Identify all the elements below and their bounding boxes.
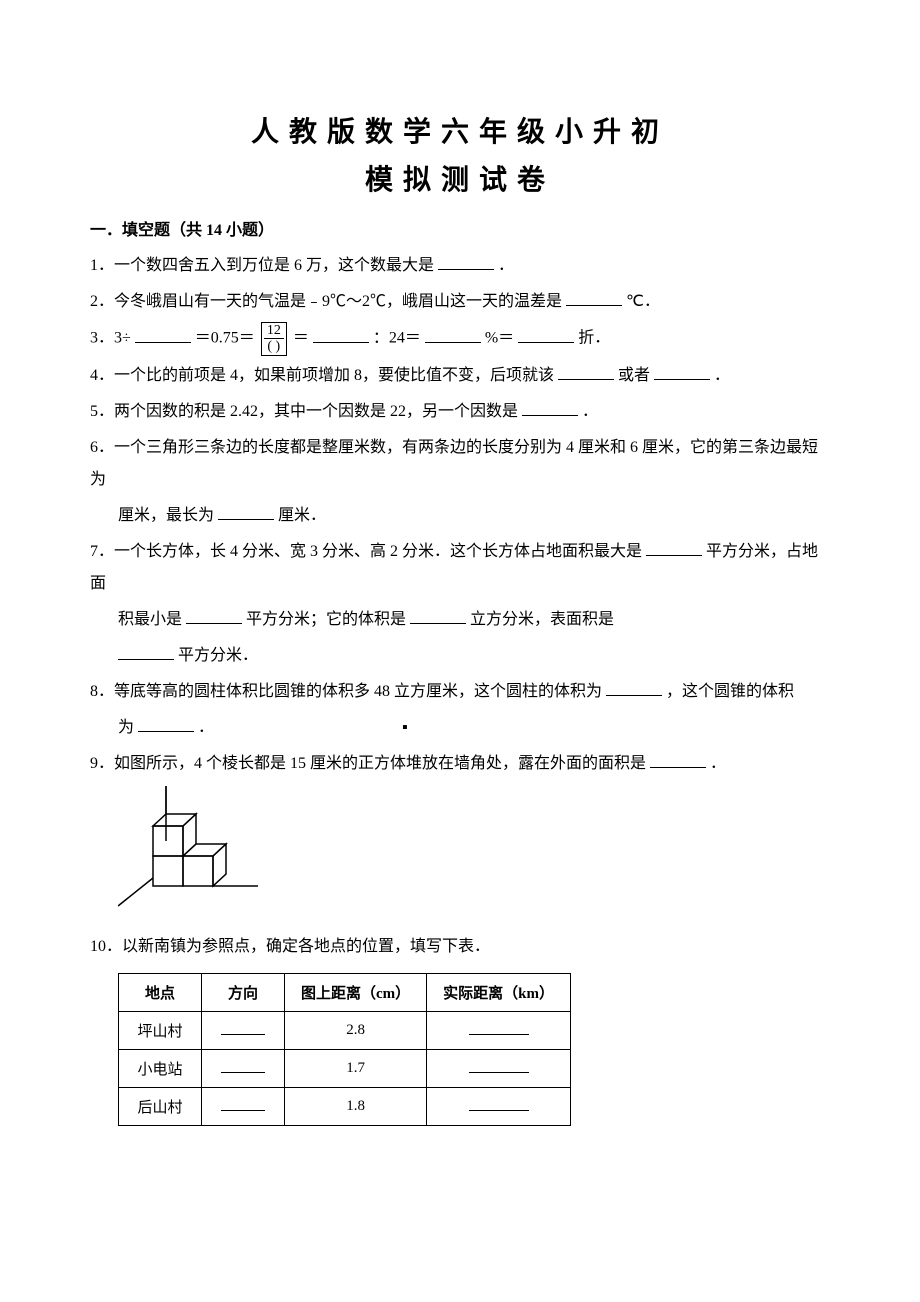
q8-text-b: ，这个圆锥的体积 (666, 683, 794, 700)
cell-direction-1 (202, 1049, 285, 1087)
q3-text-b: ＝0.75＝ (195, 330, 255, 347)
q1-text-a: 1．一个数四舍五入到万位是 6 万，这个数最大是 (90, 257, 434, 274)
q4-text-c: ． (714, 367, 730, 384)
q7-text-c: 积最小是 (118, 611, 182, 628)
section-1-heading: 一．填空题（共 14 小题） (90, 216, 830, 240)
table-row: 坪山村 2.8 (119, 1011, 571, 1049)
exam-page: 人教版数学六年级小升初 模拟测试卷 一．填空题（共 14 小题） 1．一个数四舍… (0, 0, 920, 1302)
question-7-line3: 平方分米． (90, 640, 830, 672)
q7-text-a: 7．一个长方体，长 4 分米、宽 3 分米、高 2 分米．这个长方体占地面积最大… (90, 543, 642, 560)
cell-place-0: 坪山村 (119, 1011, 202, 1049)
q3-fraction-box: 12 ( ) (261, 322, 287, 356)
question-4: 4．一个比的前项是 4，如果前项增加 8，要使比值不变，后项就该 或者 ． (90, 360, 830, 392)
title-line-2: 模拟测试卷 (90, 158, 830, 198)
q1-blank-1 (438, 254, 494, 270)
cell-mapdist-2: 1.8 (285, 1087, 427, 1125)
cell-place-2: 后山村 (119, 1087, 202, 1125)
table-header-row: 地点 方向 图上距离（cm） 实际距离（km） (119, 973, 571, 1011)
question-8-line2: 为 ． ▪ (90, 712, 830, 744)
row0-real-blank (469, 1020, 529, 1035)
q3-text-c: ＝ (293, 330, 309, 347)
question-2: 2．今冬峨眉山有一天的气温是﹣9℃～2℃，峨眉山这一天的温差是 ℃． (90, 286, 830, 318)
q8-blank-1 (606, 680, 662, 696)
q7-text-e: 立方分米，表面积是 (470, 611, 614, 628)
th-place: 地点 (119, 973, 202, 1011)
q3-blank-2 (313, 326, 369, 342)
question-9: 9．如图所示，4 个棱长都是 15 厘米的正方体堆放在墙角处，露在外面的面积是 … (90, 748, 830, 780)
q3-blank-1 (135, 326, 191, 342)
q1-text-b: ． (498, 257, 514, 274)
question-10: 10．以新南镇为参照点，确定各地点的位置，填写下表． (90, 931, 830, 963)
q2-blank-1 (566, 290, 622, 306)
q3-frac-denominator: ( ) (264, 339, 284, 354)
q7-blank-2 (186, 608, 242, 624)
question-3: 3．3÷ ＝0.75＝ 12 ( ) ＝ ：24＝ %＝ 折． (90, 322, 830, 356)
q6-text-c: 厘米． (278, 507, 326, 524)
question-6-line2: 厘米，最长为 厘米． (90, 500, 830, 532)
q9-text-b: ． (710, 755, 726, 772)
q2-text-a: 2．今冬峨眉山有一天的气温是﹣9℃～2℃，峨眉山这一天的温差是 (90, 293, 562, 310)
q9-blank-1 (650, 752, 706, 768)
q3-text-d: ：24＝ (373, 330, 421, 347)
q3-text-e: %＝ (485, 330, 514, 347)
cell-direction-0 (202, 1011, 285, 1049)
q7-blank-4 (118, 644, 174, 660)
q3-blank-4 (518, 326, 574, 342)
q3-text-a: 3．3÷ (90, 330, 131, 347)
q4-text-a: 4．一个比的前项是 4，如果前项增加 8，要使比值不变，后项就该 (90, 367, 554, 384)
th-map-dist: 图上距离（cm） (285, 973, 427, 1011)
row1-dir-blank (221, 1058, 265, 1073)
row1-real-blank (469, 1058, 529, 1073)
question-7-line2: 积最小是 平方分米；它的体积是 立方分米，表面积是 (90, 604, 830, 636)
center-dot-icon: ▪ (402, 712, 408, 744)
q3-text-f: 折． (578, 330, 610, 347)
q9-text-a: 9．如图所示，4 个棱长都是 15 厘米的正方体堆放在墙角处，露在外面的面积是 (90, 755, 646, 772)
q4-text-b: 或者 (618, 367, 650, 384)
location-table: 地点 方向 图上距离（cm） 实际距离（km） 坪山村 2.8 小电站 1.7 … (118, 973, 571, 1126)
q3-blank-3 (425, 326, 481, 342)
q4-blank-1 (558, 364, 614, 380)
row0-dir-blank (221, 1020, 265, 1035)
row2-real-blank (469, 1096, 529, 1111)
q6-blank-1 (218, 504, 274, 520)
q7-text-d: 平方分米；它的体积是 (246, 611, 406, 628)
cell-realdist-1 (427, 1049, 571, 1087)
question-5: 5．两个因数的积是 2.42，其中一个因数是 22，另一个因数是 ． (90, 396, 830, 428)
q8-text-a: 8．等底等高的圆柱体积比圆锥的体积多 48 立方厘米，这个圆柱的体积为 (90, 683, 602, 700)
cell-realdist-0 (427, 1011, 571, 1049)
q6-text-b: 厘米，最长为 (118, 507, 214, 524)
table-row: 小电站 1.7 (119, 1049, 571, 1087)
q8-blank-2 (138, 716, 194, 732)
question-6: 6．一个三角形三条边的长度都是整厘米数，有两条边的长度分别为 4 厘米和 6 厘… (90, 432, 830, 496)
q5-text-b: ． (582, 403, 598, 420)
q8-text-c: 为 (118, 719, 134, 736)
cubes-svg-icon (118, 786, 258, 916)
q5-blank-1 (522, 400, 578, 416)
question-1: 1．一个数四舍五入到万位是 6 万，这个数最大是 ． (90, 250, 830, 282)
cell-direction-2 (202, 1087, 285, 1125)
q7-blank-1 (646, 540, 702, 556)
table-row: 后山村 1.8 (119, 1087, 571, 1125)
th-direction: 方向 (202, 973, 285, 1011)
q7-blank-3 (410, 608, 466, 624)
q6-text-a: 6．一个三角形三条边的长度都是整厘米数，有两条边的长度分别为 4 厘米和 6 厘… (90, 439, 818, 488)
q5-text-a: 5．两个因数的积是 2.42，其中一个因数是 22，另一个因数是 (90, 403, 518, 420)
cell-realdist-2 (427, 1087, 571, 1125)
row2-dir-blank (221, 1096, 265, 1111)
q7-text-f: 平方分米． (178, 647, 258, 664)
question-7: 7．一个长方体，长 4 分米、宽 3 分米、高 2 分米．这个长方体占地面积最大… (90, 536, 830, 600)
cell-mapdist-0: 2.8 (285, 1011, 427, 1049)
q4-blank-2 (654, 364, 710, 380)
question-8: 8．等底等高的圆柱体积比圆锥的体积多 48 立方厘米，这个圆柱的体积为 ，这个圆… (90, 676, 830, 708)
cell-place-1: 小电站 (119, 1049, 202, 1087)
q2-text-b: ℃． (626, 293, 660, 310)
q10-text-a: 10．以新南镇为参照点，确定各地点的位置，填写下表． (90, 938, 490, 955)
q8-text-d: ． (198, 719, 214, 736)
q3-frac-numerator: 12 (264, 323, 284, 339)
th-real-dist: 实际距离（km） (427, 973, 571, 1011)
cubes-figure (118, 786, 830, 921)
cell-mapdist-1: 1.7 (285, 1049, 427, 1087)
title-line-1: 人教版数学六年级小升初 (90, 110, 830, 150)
